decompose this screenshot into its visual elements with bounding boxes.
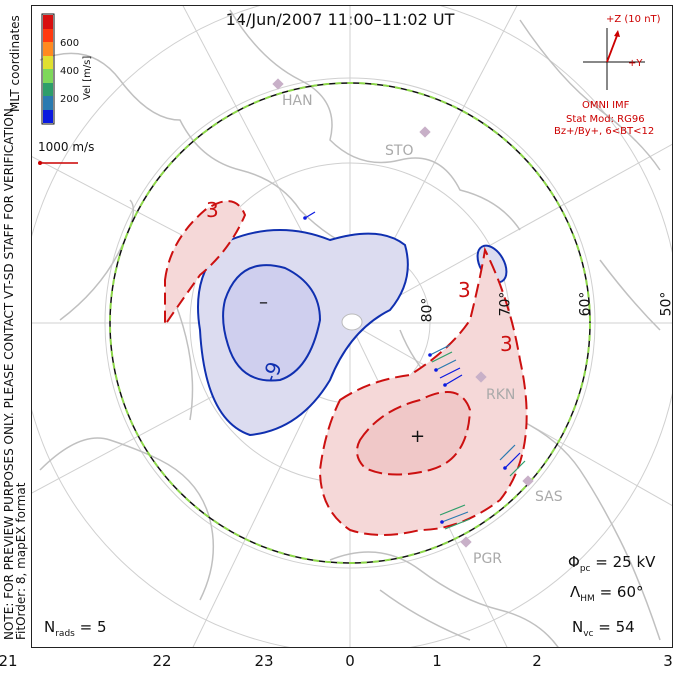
lat-label-70: 70° (497, 291, 514, 317)
lat-label-50: 50° (658, 291, 675, 317)
radar-count-value: = 5 (79, 618, 107, 636)
positive-cell-inner (355, 391, 472, 476)
scale-vector-label: 1000 m/s (38, 140, 95, 154)
cross-polar-potential: Φpc = 25 kV (568, 553, 656, 574)
colorbar-swatch (43, 96, 53, 110)
colorbar-swatch (43, 28, 53, 42)
contour-label-3b: 3 (458, 278, 471, 302)
site-label-sto: STO (385, 143, 414, 159)
site-label-pgr: PGR (473, 551, 503, 567)
vector-count: Nvc = 54 (572, 618, 635, 639)
page-title: 14/Jun/2007 11:00–11:02 UT (225, 10, 455, 29)
hm-latitude-value: = 60° (599, 583, 644, 601)
colorbar-tick-200: 200 (60, 94, 80, 105)
imf-y-label: +Y (628, 58, 643, 69)
contour-label-3a: 3 (206, 198, 219, 222)
min-potential-marker: – (259, 292, 268, 313)
colorbar-swatches (43, 15, 53, 123)
colorbar-tick-400: 400 (60, 66, 80, 77)
mlt-tick-2: 2 (532, 652, 542, 670)
site-label-sas: SAS (535, 489, 563, 505)
colorbar-swatch (43, 69, 53, 83)
hm-latitude: ΛHM = 60° (570, 583, 644, 604)
radar-count: Nrads = 5 (44, 618, 107, 639)
mlt-tick-1: 1 (432, 652, 442, 670)
imf-z-label: +Z (10 nT) (606, 14, 661, 25)
imf-model: Stat Mod: RG96 (566, 114, 645, 125)
cross-polar-potential-value: = 25 kV (595, 553, 656, 571)
mlt-tick-21: 21 (0, 652, 18, 670)
colorbar-swatch (43, 82, 53, 96)
site-label-rkn: RKN (486, 387, 516, 403)
mlt-tick-3: 3 (663, 652, 673, 670)
lat-label-60: 60° (577, 291, 594, 317)
colorbar-swatch (43, 42, 53, 56)
velocity-vectors (304, 211, 526, 530)
imf-source: OMNI IMF (582, 100, 630, 111)
lat-label-80: 80° (419, 297, 436, 323)
negative-cell-inner (222, 264, 322, 382)
max-potential-marker: + (410, 426, 426, 447)
colorbar-swatch (43, 15, 53, 29)
colorbar-swatch (43, 55, 53, 69)
velocity-colorbar (41, 13, 55, 125)
coordinates-label: MLT coordinates (8, 15, 22, 112)
colorbar-swatch (43, 109, 53, 123)
colorbar-unit-label: Vel [m/s] (82, 55, 93, 100)
fit-order-label: FitOrder: 8, mapEX format (14, 482, 28, 640)
plot-frame (31, 5, 673, 648)
positive-cell-west (164, 200, 247, 329)
contour-label-3c: 3 (500, 332, 513, 356)
mlt-tick-22: 22 (152, 652, 172, 670)
imf-dial (583, 28, 645, 90)
scale-vector (38, 161, 78, 165)
mlt-tick-0: 0 (345, 652, 355, 670)
mlt-tick-23: 23 (254, 652, 274, 670)
vector-count-value: = 54 (598, 618, 635, 636)
imf-condition: Bz+/By+, 6<BT<12 (554, 126, 655, 137)
colorbar-tick-600: 600 (60, 38, 80, 49)
site-label-han: HAN (282, 93, 313, 109)
